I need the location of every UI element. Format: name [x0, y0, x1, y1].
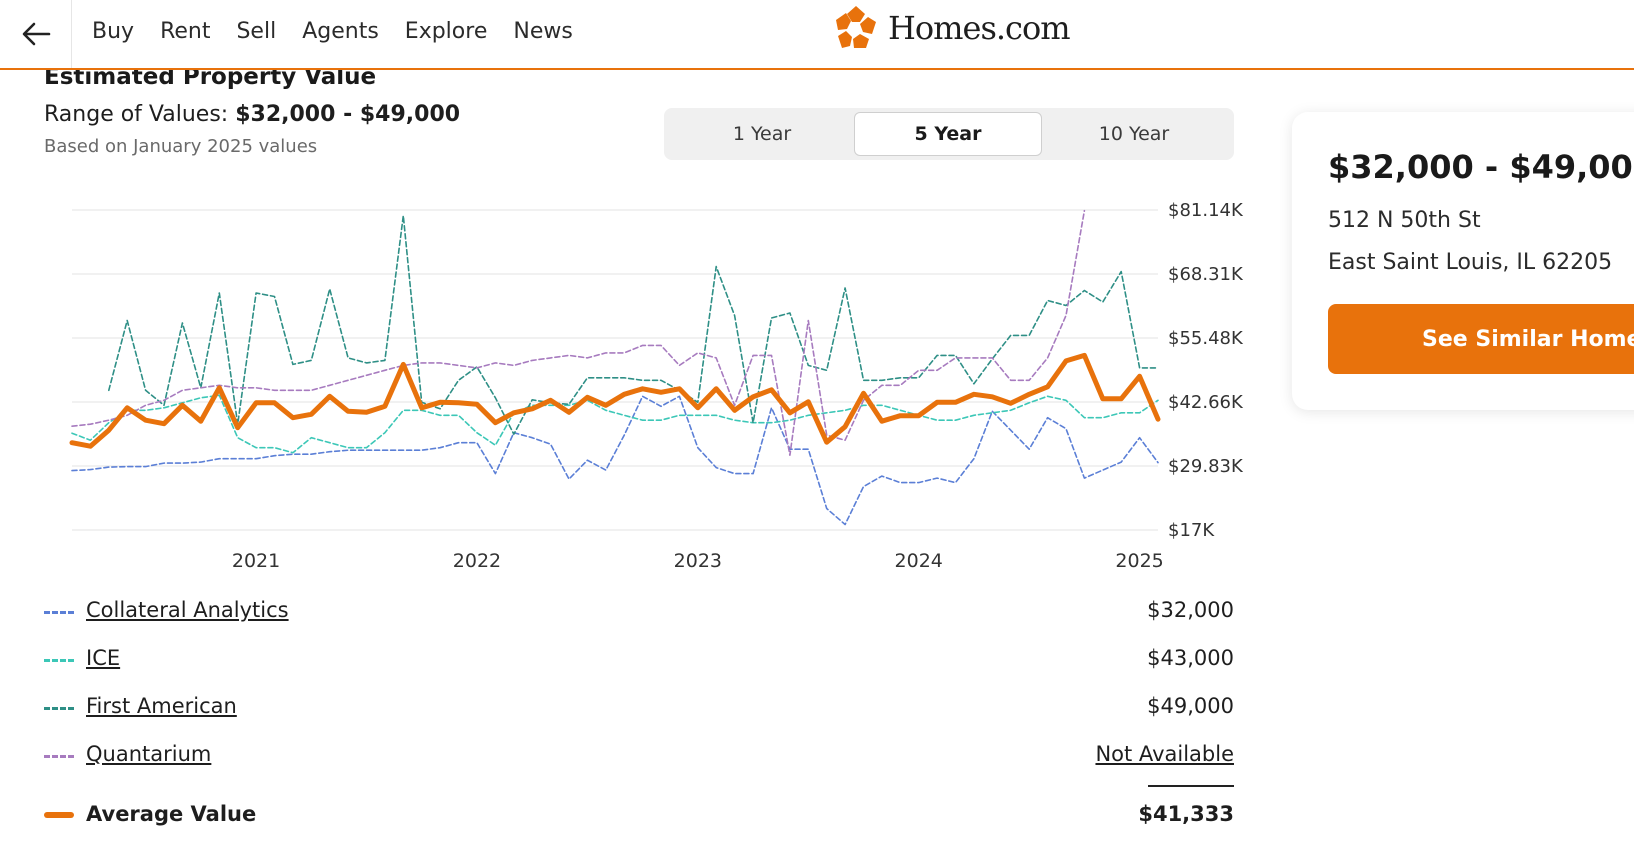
legend-swatch — [44, 611, 74, 614]
value-summary-card: $32,000 - $49,000 512 N 50th St East Sai… — [1292, 112, 1634, 410]
y-tick-label: $42.66K — [1168, 392, 1244, 413]
y-tick-label: $81.14K — [1168, 200, 1244, 221]
card-range: $32,000 - $49,000 — [1328, 148, 1634, 186]
nav-news[interactable]: News — [513, 19, 573, 44]
range-label: Range of Values: — [44, 102, 229, 127]
legend-swatch — [44, 755, 74, 758]
back-button[interactable] — [0, 0, 72, 68]
main-nav: Buy Rent Sell Agents Explore News — [92, 16, 599, 48]
series-line-collateral-analytics — [71, 395, 1159, 526]
tab-1-year[interactable]: 1 Year — [732, 123, 792, 145]
logo-mark-icon — [836, 6, 876, 48]
y-tick-label: $17K — [1168, 520, 1215, 541]
legend-swatch — [44, 659, 74, 662]
legend-row-average-value: Average Value $41,333 — [44, 796, 1234, 836]
legend-swatch — [44, 707, 74, 710]
nav-sell[interactable]: Sell — [236, 19, 277, 44]
nav-buy[interactable]: Buy — [92, 19, 135, 44]
range-of-values: Range of Values: $32,000 - $49,000 — [44, 102, 460, 127]
legend-row-first-american: First American $49,000 — [44, 688, 1234, 728]
based-on-note: Based on January 2025 values — [44, 136, 318, 157]
divider — [1148, 785, 1234, 787]
tab-5-year[interactable]: 5 Year — [854, 112, 1042, 156]
legend-row-ice: ICE $43,000 — [44, 640, 1234, 680]
average-value: $41,333 — [1138, 802, 1234, 826]
series-line-average-value — [69, 352, 1161, 449]
legend-name-link[interactable]: ICE — [86, 646, 121, 670]
legend-name-link[interactable]: Quantarium — [86, 742, 212, 766]
back-arrow-icon — [22, 22, 50, 46]
x-tick-label: 2021 — [232, 550, 280, 570]
y-tick-label: $29.83K — [1168, 456, 1244, 477]
see-similar-homes-button[interactable]: See Similar Homes — [1328, 304, 1634, 374]
homes-logo[interactable]: Homes.com — [832, 4, 1071, 52]
legend-name-link[interactable]: First American — [86, 694, 237, 718]
value-history-chart: $17K $29.83K $42.66K $55.48K $68.31K $81.14K 2… — [69, 200, 1244, 570]
nav-explore[interactable]: Explore — [404, 19, 488, 44]
tab-10-year[interactable]: 10 Year — [1098, 123, 1170, 145]
logo-text: Homes.com — [888, 9, 1071, 47]
series-line-ice — [71, 394, 1159, 454]
address-line-1: 512 N 50th St — [1328, 208, 1481, 233]
legend-value: $32,000 — [1147, 598, 1234, 622]
top-nav-bar: Buy Rent Sell Agents Explore News Homes.… — [0, 0, 1634, 70]
series-line-quantarium — [71, 209, 1086, 456]
x-tick-label: 2025 — [1115, 550, 1163, 570]
x-tick-label: 2022 — [453, 550, 501, 570]
legend-value: $43,000 — [1147, 646, 1234, 670]
nav-rent[interactable]: Rent — [160, 19, 211, 44]
y-tick-label: $68.31K — [1168, 264, 1244, 285]
legend-name: Average Value — [86, 802, 257, 826]
range-value: $32,000 - $49,000 — [235, 102, 461, 127]
not-available-link[interactable]: Not Available — [1095, 742, 1234, 766]
nav-agents[interactable]: Agents — [302, 19, 379, 44]
legend-value: $49,000 — [1147, 694, 1234, 718]
x-tick-label: 2024 — [895, 550, 943, 570]
y-tick-label: $55.48K — [1168, 328, 1244, 349]
address-line-2: East Saint Louis, IL 62205 — [1328, 250, 1613, 275]
legend-row-collateral-analytics: Collateral Analytics $32,000 — [44, 592, 1234, 632]
series-line-first-american — [108, 214, 1159, 435]
period-toggle: 1 Year 5 Year 10 Year — [664, 108, 1234, 160]
legend-name-link[interactable]: Collateral Analytics — [86, 598, 289, 622]
legend-swatch — [44, 812, 74, 818]
x-tick-label: 2023 — [674, 550, 722, 570]
legend-row-quantarium: Quantarium Not Available — [44, 736, 1234, 776]
